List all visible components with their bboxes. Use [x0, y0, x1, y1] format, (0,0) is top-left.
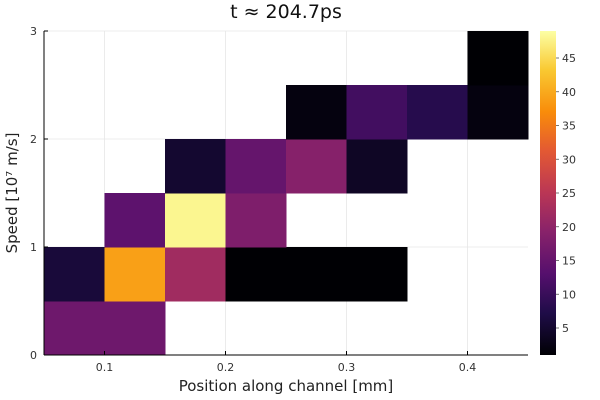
x-tick-label: 0.1 — [96, 361, 114, 374]
y-tick-label: 2 — [30, 133, 37, 146]
heatmap-cell — [44, 301, 105, 356]
x-tick-label: 0.4 — [459, 361, 477, 374]
heatmap-cell — [225, 193, 287, 248]
heatmap-cell — [346, 247, 408, 302]
heatmap-cell — [225, 139, 287, 194]
heatmap-cell — [165, 193, 226, 248]
y-tick-label: 0 — [30, 349, 37, 362]
heatmap-cell — [44, 247, 105, 302]
colorbar-tick-label: 45 — [562, 52, 576, 65]
colorbar-tick-label: 40 — [562, 86, 576, 99]
chart-title: t ≈ 204.7ps — [230, 1, 342, 23]
colorbar-tick-label: 30 — [562, 153, 576, 166]
x-tick-labels: 0.1 0.2 0.3 0.4 — [96, 361, 477, 374]
heatmap-cell — [286, 139, 347, 194]
heatmap-cell — [104, 247, 166, 302]
y-axis-label: Speed [10⁷ m/s] — [3, 133, 21, 254]
heatmap-cell — [467, 31, 529, 86]
colorbar — [540, 31, 556, 355]
heatmap-cell — [286, 85, 347, 140]
heatmap-cell — [467, 85, 529, 140]
y-tick-label: 1 — [30, 241, 37, 254]
heatmap-cell — [165, 139, 226, 194]
heatmap-cells — [44, 31, 529, 356]
heatmap-cell — [407, 85, 468, 140]
x-axis-label: Position along channel [mm] — [179, 377, 394, 395]
colorbar-tick-label: 5 — [562, 322, 569, 335]
heatmap-cell — [104, 193, 166, 248]
heatmap-cell — [346, 85, 408, 140]
y-tick-label: 3 — [30, 25, 37, 38]
colorbar-tick-label: 15 — [562, 255, 576, 268]
axes — [43, 30, 528, 356]
heatmap-cell — [225, 247, 287, 302]
colorbar-tick-labels: 5 10 15 20 25 30 35 40 45 — [556, 52, 576, 335]
x-tick-label: 0.3 — [338, 361, 356, 374]
heatmap-cell — [286, 247, 347, 302]
x-tick-label: 0.2 — [217, 361, 235, 374]
colorbar-tick-label: 20 — [562, 221, 576, 234]
colorbar-tick-label: 10 — [562, 288, 576, 301]
heatmap-cell — [165, 247, 226, 302]
colorbar-tick-label: 25 — [562, 187, 576, 200]
colorbar-gradient — [540, 31, 556, 355]
heatmap-cell — [104, 301, 166, 356]
y-tick-labels: 0 1 2 3 — [30, 25, 37, 362]
colorbar-tick-label: 35 — [562, 120, 576, 133]
heatmap-cell — [346, 139, 408, 194]
